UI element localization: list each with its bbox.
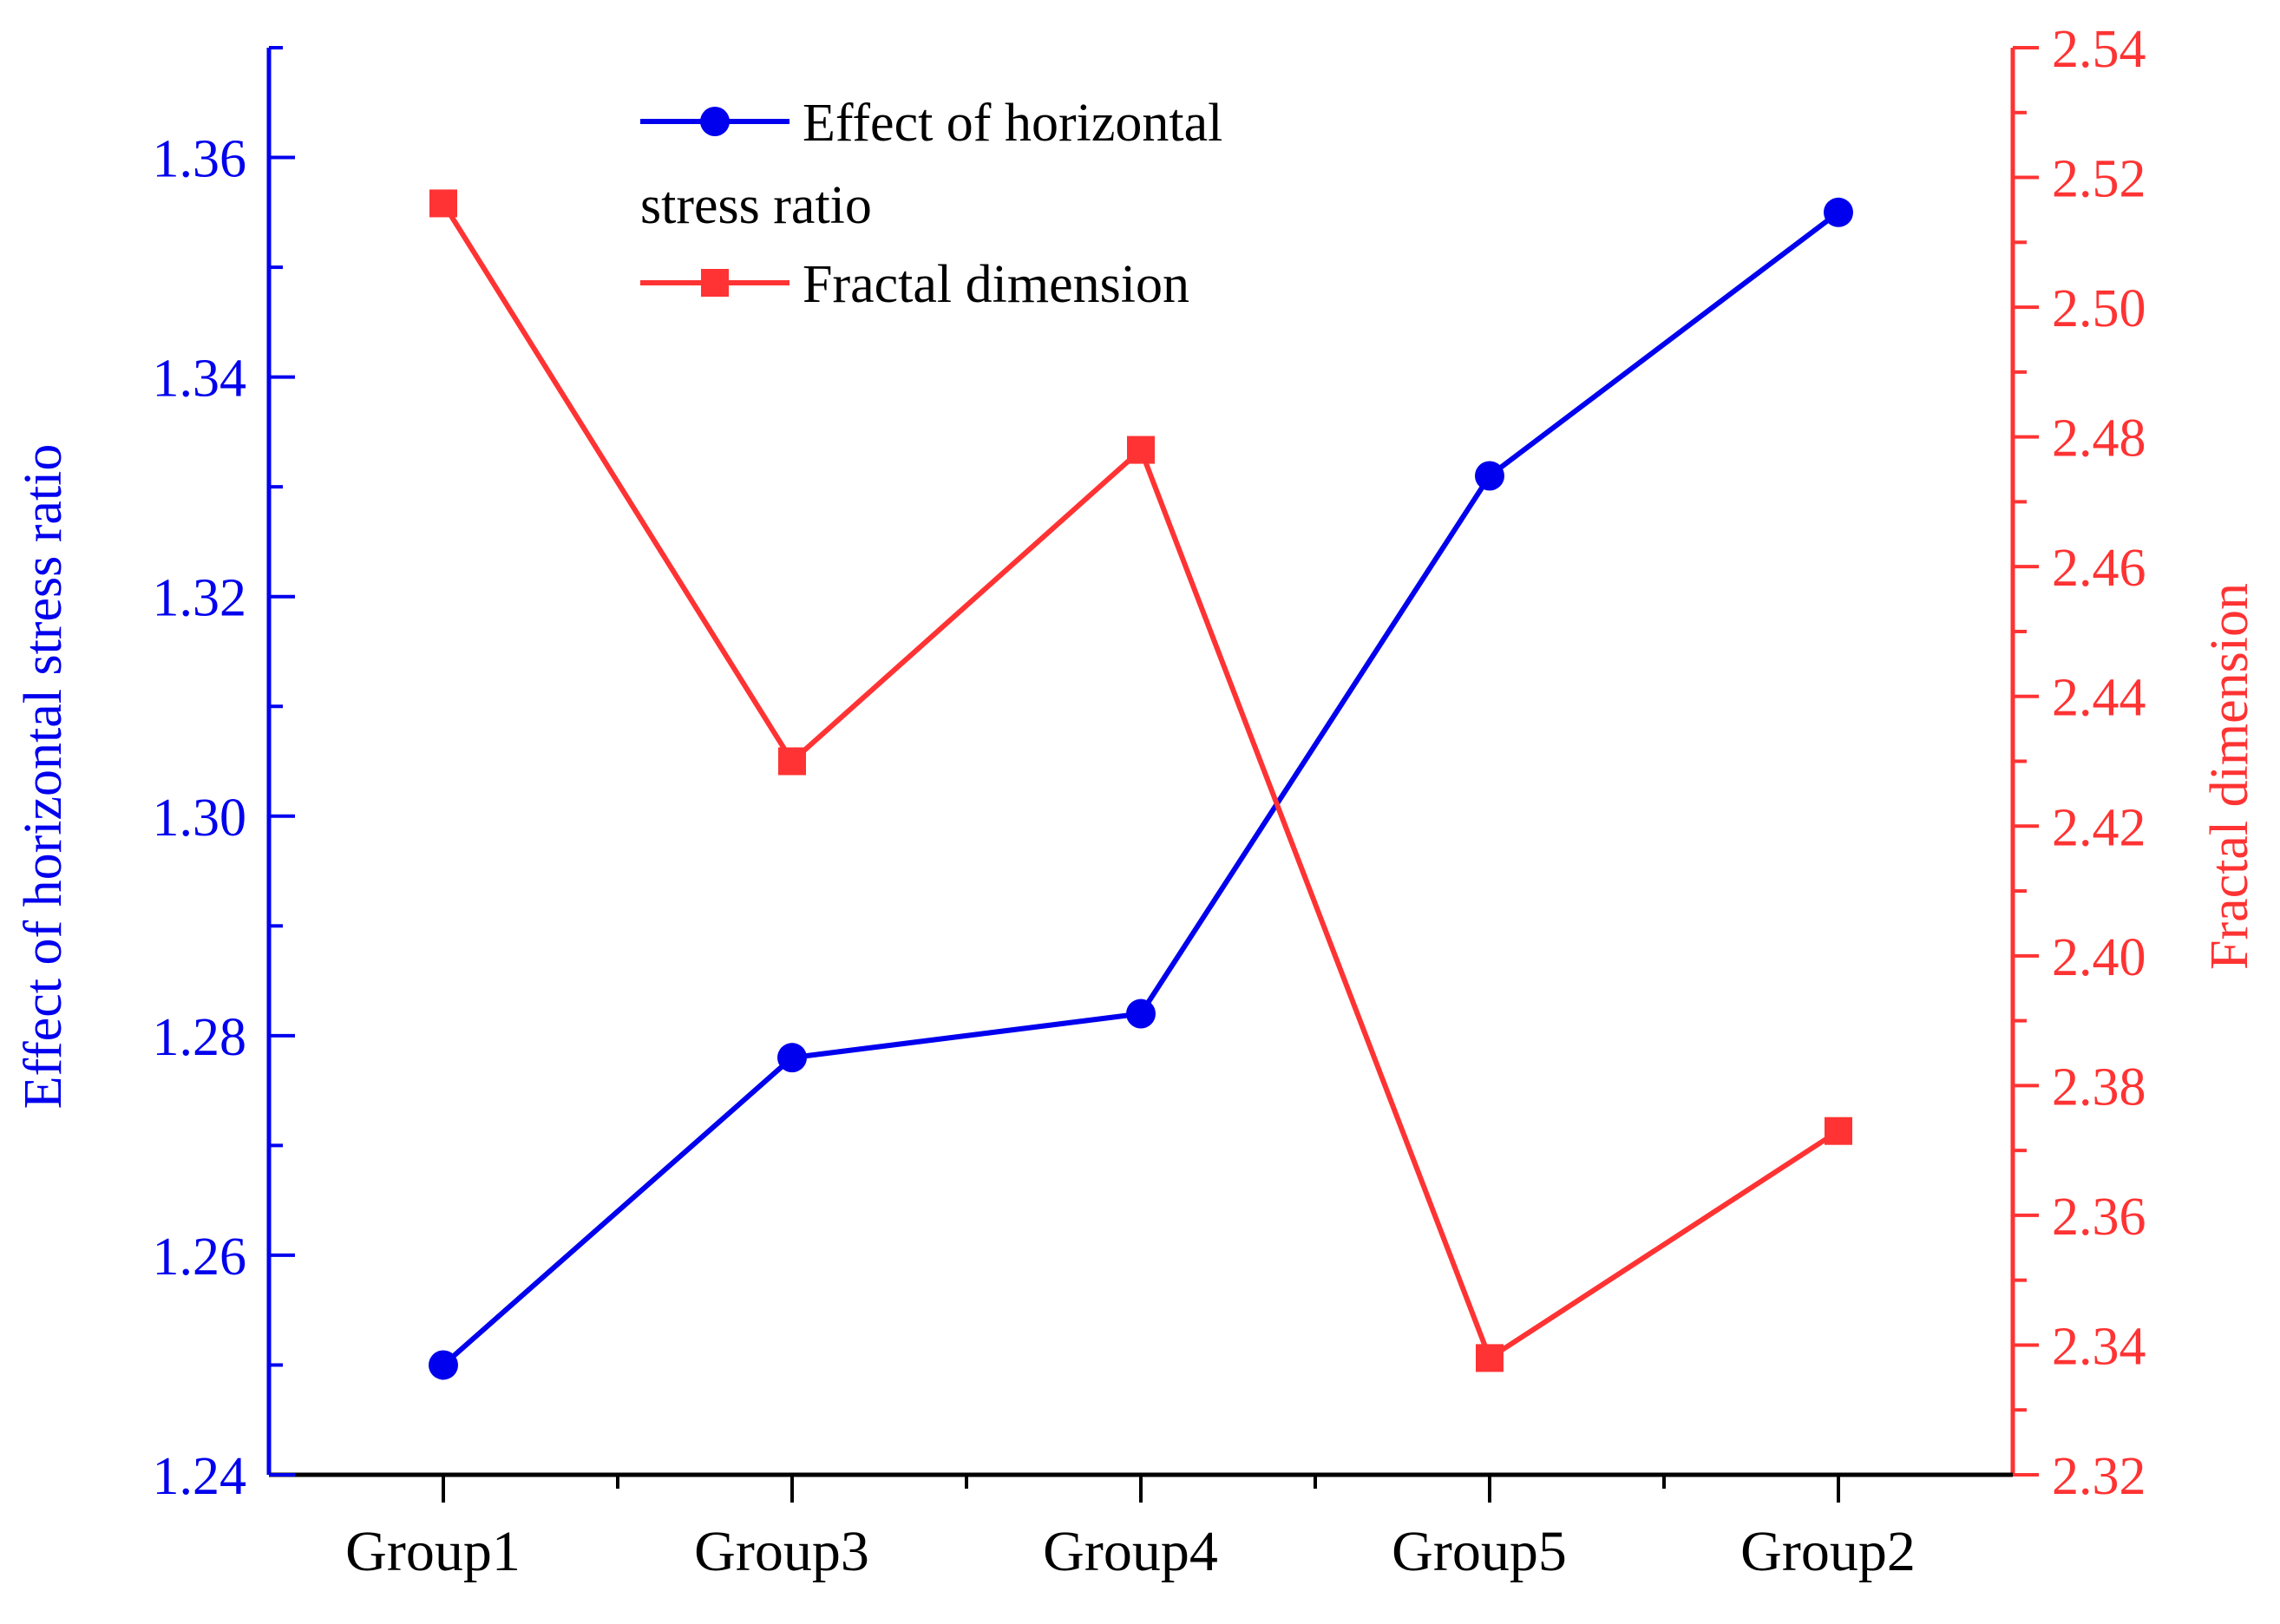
legend: Effect of horizontal stress ratio Fractal … — [640, 94, 1222, 314]
legend-label: Fractal dimension — [803, 255, 1189, 314]
data-point-square — [1476, 1344, 1504, 1372]
x-tick-label: Group1 — [345, 1520, 521, 1583]
series-line — [442, 210, 1840, 1367]
y-left-tick-label: 1.34 — [153, 350, 247, 409]
y-axis-right-title: Fractal dimension — [2200, 583, 2259, 970]
y-left-tick-label: 1.28 — [153, 1008, 247, 1067]
series-layer — [429, 189, 1853, 1380]
data-point-square — [778, 747, 806, 776]
data-point-square — [429, 189, 457, 218]
legend-label: stress ratio — [640, 176, 872, 235]
y-right-tick-label: 2.50 — [2052, 279, 2146, 338]
legend-marker-circle — [700, 107, 730, 136]
y-right-tick-label: 2.54 — [2052, 20, 2146, 79]
y-right-tick-label: 2.42 — [2052, 798, 2146, 857]
y-right-tick-label: 2.40 — [2052, 928, 2146, 987]
legend-marker-square — [701, 269, 729, 297]
y-left-tick-label: 1.36 — [153, 130, 247, 189]
series-line — [441, 201, 1840, 1361]
legend-label: Effect of horizontal — [803, 94, 1222, 153]
data-point-square — [1825, 1116, 1852, 1145]
y-axis-left-title: Effect of horizontal stress ratio — [14, 444, 73, 1110]
x-tick-label: Group3 — [694, 1520, 869, 1583]
x-tick-label: Group4 — [1043, 1520, 1218, 1583]
data-point-circle — [429, 1350, 458, 1380]
y-right-tick-label: 2.32 — [2052, 1447, 2146, 1506]
y-right-tick-label: 2.52 — [2052, 150, 2146, 209]
axes: 1.24 1.26 1.28 1.30 1.32 1.34 1.36 2.32 2.34 2.36… — [153, 20, 2146, 1583]
y-left-tick-label: 1.32 — [153, 569, 247, 628]
data-point-circle — [1126, 999, 1156, 1029]
y-right-tick-label: 2.48 — [2052, 409, 2146, 468]
series-horizontal-stress-ratio — [429, 197, 1853, 1380]
data-point-square — [1127, 435, 1155, 464]
y-left-tick-label: 1.24 — [153, 1447, 247, 1506]
y-right-tick-label: 2.38 — [2052, 1058, 2146, 1116]
data-point-circle — [1824, 197, 1853, 227]
y-left-tick-label: 1.26 — [153, 1228, 247, 1287]
y-right-tick-label: 2.44 — [2052, 669, 2146, 728]
series-fractal-dimension — [429, 189, 1852, 1372]
x-tick-label: Group2 — [1740, 1520, 1916, 1583]
y-right-tick-label: 2.34 — [2052, 1317, 2146, 1376]
x-tick-label: Group5 — [1392, 1520, 1567, 1583]
data-point-circle — [1475, 461, 1504, 491]
y-right-tick-label: 2.36 — [2052, 1188, 2146, 1247]
y-right-tick-label: 2.46 — [2052, 539, 2146, 598]
y-left-tick-label: 1.30 — [153, 789, 247, 848]
data-point-circle — [777, 1043, 807, 1073]
